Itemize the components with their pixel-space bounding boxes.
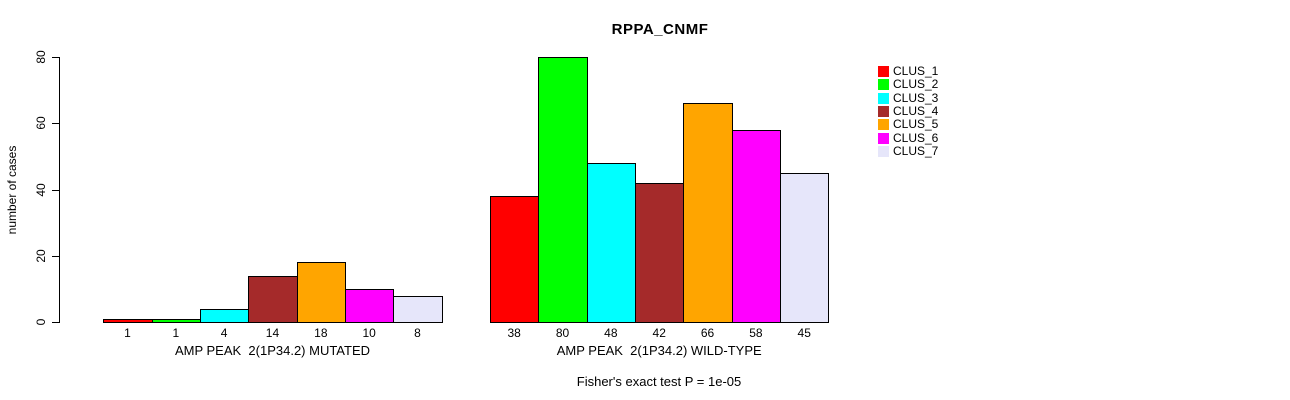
legend-item-clus_4: CLUS_4 [878,103,939,118]
bar-clus_4-group1 [248,275,298,323]
legend-swatch-icon [878,92,889,104]
bar-value-label: 42 [652,326,666,340]
y-tick-label: 20 [34,249,48,263]
bar-clus_3-group1 [199,308,250,323]
group-label: AMP PEAK 2(1P34.2) WILD-TYPE [556,343,762,358]
bar-value-label: 80 [555,326,570,340]
y-tick-mark [52,189,59,191]
bar-clus_4-group2 [635,182,685,323]
legend-swatch-icon [878,119,889,131]
legend-swatch-icon [878,105,889,117]
bar-clus_7-group2 [780,172,830,323]
bar-value-label: 4 [220,326,228,340]
bar-value-label: 10 [362,326,376,340]
bar-value-label: 1 [124,326,131,340]
bar-clus_2-group2 [538,57,588,323]
legend-swatch-icon [878,79,889,91]
bar-value-label: 8 [414,326,421,340]
legend-swatch-icon [878,132,889,144]
bar-value-label: 38 [507,326,521,340]
legend-item-clus_6: CLUS_6 [878,130,939,145]
legend-item-clus_7: CLUS_7 [878,143,939,158]
y-tick-mark [52,255,59,257]
legend-label: CLUS_1 [893,64,939,78]
legend-label: CLUS_7 [893,143,939,158]
bar-clus_5-group1 [296,262,346,323]
bar-clus_1-group2 [490,196,540,323]
bar-value-label: 45 [797,326,811,340]
legend-label: CLUS_4 [893,103,939,118]
legend-swatch-icon [878,66,889,77]
chart-title: RPPA_CNMF [611,21,709,38]
bar-clus_5-group2 [683,103,733,323]
legend-item-clus_2: CLUS_2 [878,78,938,91]
legend-label: CLUS_2 [893,77,939,92]
legend-swatch-icon [878,145,889,157]
bar-value-label: 14 [265,326,280,340]
y-axis-label: number of cases [5,145,19,235]
y-tick-label: 0 [34,318,48,326]
legend-label: CLUS_3 [893,90,939,105]
bar-clus_3-group2 [586,163,637,323]
bar-value-label: 1 [172,326,180,340]
legend-label: CLUS_6 [893,130,939,145]
legend-item-clus_3: CLUS_3 [878,90,939,105]
group-label: AMP PEAK 2(1P34.2) MUTATED [174,343,371,358]
annotation-fisher-test: Fisher's exact test P = 1e-05 [576,374,742,389]
bar-clus_2-group1 [151,318,201,323]
bar-value-label: 48 [604,326,618,340]
legend-item-clus_1: CLUS_1 [878,65,938,78]
bar-value-label: 58 [749,326,763,340]
bar-value-label: 18 [314,326,328,340]
y-tick-label: 60 [34,116,48,130]
bar-clus_1-group1 [103,318,153,323]
bar-clus_7-group1 [393,295,443,323]
y-tick-label: 40 [34,182,48,197]
legend-label: CLUS_5 [893,117,939,132]
bar-value-label: 66 [700,326,715,340]
y-tick-mark [52,123,59,125]
y-tick-label: 80 [34,50,48,64]
legend-item-clus_5: CLUS_5 [878,118,938,131]
y-tick-mark [52,57,59,58]
y-axis-line [59,57,60,323]
bar-clus_6-group1 [345,288,395,323]
bar-clus_6-group2 [731,129,782,323]
y-tick-mark [52,322,59,323]
